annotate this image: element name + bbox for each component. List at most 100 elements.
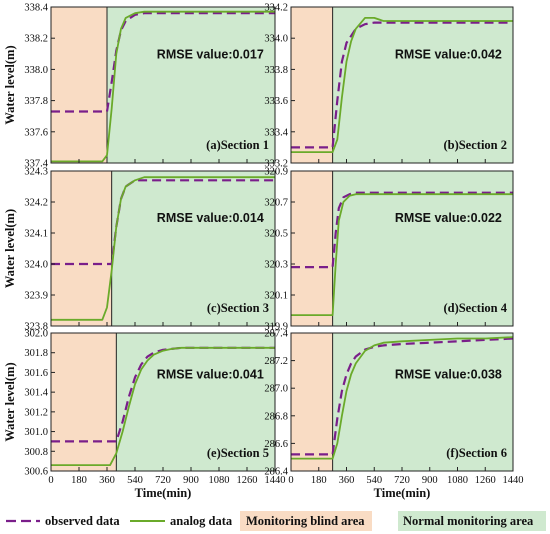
x-tick-label: 540 [127,475,143,486]
y-tick-label: 334.2 [264,3,288,14]
legend-observed-label: observed data [45,514,120,528]
x-tick-label: 1080 [447,475,468,486]
y-tick-label: 337.8 [24,96,48,107]
analog-series-line [291,16,513,154]
normal-area [111,171,276,326]
y-tick-label: 338.2 [24,34,48,45]
x-tick-label: 0 [288,475,293,486]
rmse-annotation: RMSE value:0.014 [157,211,264,225]
normal-area [332,7,513,163]
x-tick-label: 1440 [265,475,286,486]
y-tick-label: 337.6 [24,127,48,138]
chart-panel-2: 333.2 333.4 333.6 333.8 334.0 334.2 RMSE value… [264,3,514,170]
y-tick-label: 286.8 [264,411,288,422]
section-label: (f)Section 6 [446,446,507,460]
y-tick-label: 301.4 [24,388,48,399]
chart-panel-6: 286.4 286.6 286.8 287.0 287.2 287.4 0 180 360 540… [264,329,523,501]
y-tick-label: 333.8 [264,65,288,76]
section-label: (b)Section 2 [443,138,507,152]
analog-series-line [291,336,514,460]
blind-area [51,171,112,326]
y-tick-label: 320.1 [264,291,288,302]
chart-panel-1: 337.4 337.6 337.8 338.0 338.2 338.4 RMSE value… [3,3,276,170]
legend: observed data analog data Monitoring bli… [6,511,546,531]
y-tick-label: 286.6 [264,439,288,450]
blind-area [51,7,107,163]
y-tick-label: 323.9 [24,291,48,302]
y-tick-label: 334.0 [264,34,288,45]
normal-area [116,333,275,471]
chart-panel-4: 319.9 320.1 320.3 320.5 320.7 320.9 RMSE value… [264,167,514,333]
x-tick-label: 1440 [503,475,524,486]
x-tick-label: 900 [183,475,199,486]
y-tick-label: 300.8 [24,447,48,458]
y-tick-label: 338.4 [24,3,48,14]
normal-area [332,333,513,471]
y-tick-label: 333.6 [264,96,288,107]
y-tick-label: 286.4 [264,467,288,478]
y-tick-label: 337.4 [24,159,48,170]
y-tick-label: 333.4 [264,127,288,138]
rmse-annotation: RMSE value:0.038 [395,368,502,382]
normal-area [332,171,513,326]
blind-area [51,333,117,471]
legend-normal-swatch [398,511,546,531]
y-tick-label: 301.8 [24,348,48,359]
section-label: (e)Section 5 [207,446,269,460]
y-axis-label: Water level(m) [3,45,17,124]
normal-area [107,7,275,163]
y-tick-label: 320.7 [264,198,288,209]
y-tick-label: 338.0 [24,65,48,76]
rmse-annotation: RMSE value:0.041 [157,368,264,382]
x-tick-label: 180 [311,475,327,486]
rmse-annotation: RMSE value:0.042 [395,47,502,61]
analog-series-line [51,10,275,163]
y-tick-label: 320.9 [264,167,288,178]
x-tick-label: 540 [366,475,382,486]
rmse-annotation: RMSE value:0.017 [157,47,264,61]
y-tick-label: 324.1 [24,229,48,240]
blind-area [291,171,333,326]
legend-analog-label: analog data [170,514,233,528]
x-tick-label: 720 [394,475,410,486]
y-tick-label: 324.0 [24,260,48,271]
chart-panel-3: 323.8 323.9 324.0 324.1 324.2 324.3 RMSE value… [3,167,276,333]
section-label: (a)Section 1 [206,138,269,152]
y-tick-label: 287.0 [264,384,288,395]
y-axis-label: Water level(m) [3,362,17,441]
observed-series-line [291,337,514,456]
y-tick-label: 333.2 [264,159,288,170]
x-tick-label: 360 [339,475,355,486]
x-tick-label: 1260 [475,475,496,486]
y-tick-label: 324.3 [24,167,48,178]
x-axis-label: Time(min) [135,486,192,500]
x-tick-label: 900 [422,475,438,486]
y-tick-label: 301.6 [24,368,48,379]
legend-blind-swatch [240,511,372,531]
y-axis-label: Water level(m) [3,209,17,288]
blind-area [291,333,333,471]
y-tick-label: 300.6 [24,467,48,478]
y-tick-label: 301.2 [24,407,48,418]
observed-series-line [291,191,513,269]
y-tick-label: 324.2 [24,198,48,209]
blind-area [291,7,333,163]
legend-normal-label: Normal monitoring area [403,514,534,528]
analog-series-line [51,176,275,321]
rmse-annotation: RMSE value:0.022 [395,211,502,225]
x-tick-label: 0 [48,475,53,486]
section-label: (d)Section 4 [443,301,507,315]
chart-panel-5: 300.6 300.8 301.0 301.2 301.4 301.6 301.8 302.0… [3,329,286,501]
x-tick-label: 1260 [237,475,258,486]
y-tick-label: 319.9 [264,322,288,333]
analog-series-line [51,346,275,467]
x-tick-label: 360 [99,475,115,486]
y-tick-label: 287.4 [264,329,288,340]
y-tick-label: 301.0 [24,427,48,438]
analog-series-line [291,193,513,317]
section-label: (c)Section 3 [207,301,269,315]
legend-blind-label: Monitoring blind area [246,514,365,528]
x-axis-label: Time(min) [374,486,431,500]
y-tick-label: 320.3 [264,260,288,271]
